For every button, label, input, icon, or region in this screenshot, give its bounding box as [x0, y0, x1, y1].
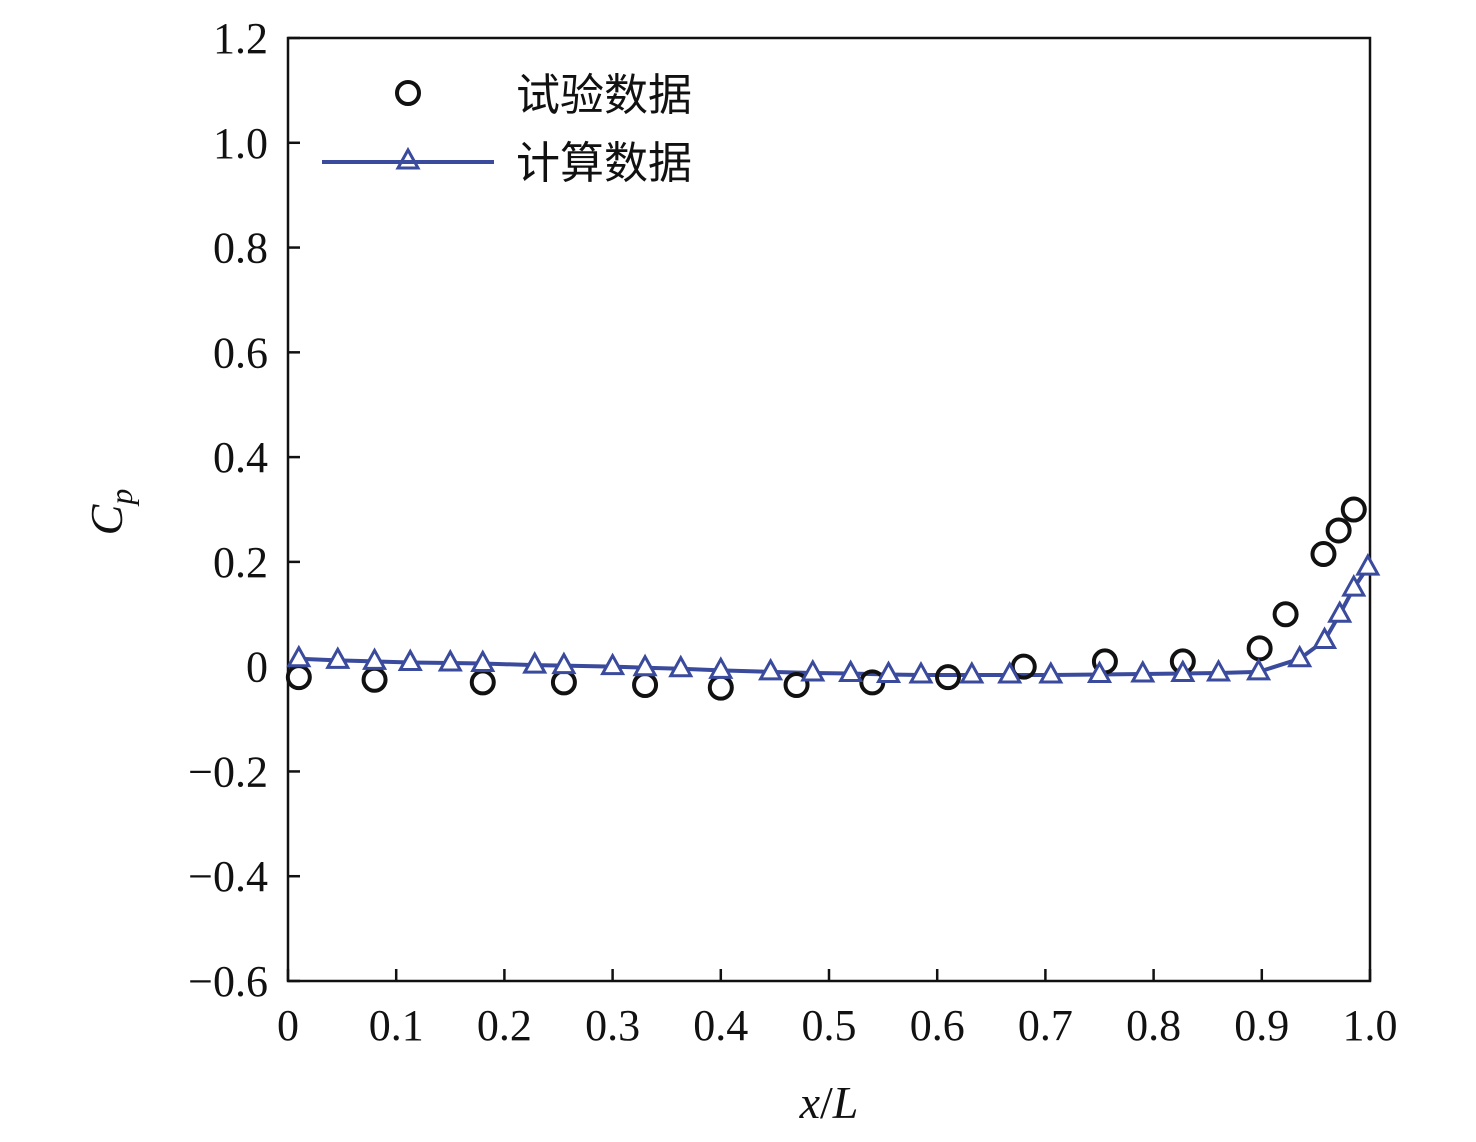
y-tick-label: 1.0 [213, 119, 268, 168]
experiment-point [783, 672, 810, 699]
y-tick-label: −0.6 [188, 957, 268, 1006]
legend: 试验数据 计算数据 [322, 70, 692, 189]
computed-point [1130, 659, 1156, 683]
y-ticks: −0.6 −0.4 −0.2 0 0.2 0.4 0.6 0.8 1.0 1.2 [188, 14, 300, 1006]
x-tick-label: 0 [277, 1001, 299, 1050]
x-tick-label: 0.5 [802, 1001, 857, 1050]
x-tick-label: 1.0 [1343, 1001, 1398, 1050]
computed-point [668, 654, 694, 678]
legend-circle-marker [395, 80, 421, 106]
experiment-point [1272, 601, 1299, 628]
y-tick-label: 0 [246, 643, 268, 692]
computed-point [1327, 600, 1353, 623]
x-axis-title-unit: L [832, 1077, 859, 1128]
x-tick-label: 0.7 [1018, 1001, 1073, 1050]
computed-point [997, 660, 1023, 684]
experiment-point [1310, 541, 1337, 568]
experiment-point [469, 669, 496, 696]
computed-point [959, 660, 985, 684]
computed-point [632, 653, 658, 677]
computed-point [551, 651, 577, 675]
plot-frame [286, 36, 1372, 983]
x-tick-label: 0.2 [477, 1001, 532, 1050]
x-axis-title: x/L [799, 1077, 859, 1128]
computed-point [325, 646, 351, 669]
experiment-point [707, 674, 734, 701]
experiment-point [361, 666, 388, 693]
computed-point [1312, 626, 1338, 649]
computed-point [1246, 657, 1272, 681]
experiment-point [935, 664, 962, 691]
y-axis-title-main: C [81, 503, 132, 535]
experiment-point [1246, 635, 1273, 662]
computed-point [758, 657, 784, 681]
y-tick-label: 0.2 [213, 538, 268, 587]
x-tick-label: 0.6 [910, 1001, 965, 1050]
computed-point [708, 656, 734, 679]
y-axis-title-sub: p [103, 489, 139, 507]
computed-point [800, 658, 826, 682]
computed-point [286, 644, 312, 668]
series-layer [285, 496, 1381, 701]
x-tick-label: 0.4 [693, 1001, 748, 1050]
computed-point [397, 648, 423, 671]
x-tick-label: 0.3 [585, 1001, 640, 1050]
legend-label-experiment: 试验数据 [516, 70, 692, 121]
experiment-point [550, 669, 577, 696]
computed-point [1341, 573, 1367, 597]
computed-point [838, 659, 864, 682]
experiment-point [632, 672, 659, 699]
computed-point [1355, 553, 1381, 576]
y-axis-title: Cp [81, 489, 139, 536]
experiment-point [285, 664, 312, 691]
y-tick-label: 0.8 [213, 224, 268, 273]
x-axis-title-var: x [799, 1077, 821, 1128]
y-tick-label: −0.4 [188, 852, 268, 901]
x-tick-label: 0.8 [1126, 1001, 1181, 1050]
computed-point [908, 660, 934, 684]
legend-triangle-marker [395, 146, 421, 170]
x-tick-label: 0.9 [1234, 1001, 1289, 1050]
series-line-computed [298, 566, 1370, 678]
x-tick-label: 0.1 [369, 1001, 424, 1050]
computed-point [362, 647, 388, 670]
computed-point [470, 649, 496, 673]
legend-label-computed: 计算数据 [516, 138, 692, 189]
computed-point [875, 660, 902, 684]
y-tick-label: 1.2 [213, 14, 268, 63]
computed-point [1086, 660, 1113, 684]
computed-point [437, 648, 463, 672]
computed-point [1205, 658, 1232, 682]
x-ticks: 0 0.1 0.2 0.3 0.4 0.5 0.6 0.7 0.8 0.9 1.0 [277, 969, 1398, 1050]
computed-point [522, 651, 548, 674]
x-axis-title-sep: / [820, 1077, 833, 1128]
y-tick-label: 0.4 [213, 433, 268, 482]
computed-point [1170, 659, 1196, 682]
y-tick-label: −0.2 [188, 747, 268, 796]
computed-point [1287, 644, 1313, 668]
experiment-point [1325, 517, 1352, 544]
computed-point [600, 652, 626, 676]
experiment-point [1340, 496, 1367, 523]
computed-point [1038, 660, 1064, 684]
y-tick-label: 0.6 [213, 328, 268, 377]
